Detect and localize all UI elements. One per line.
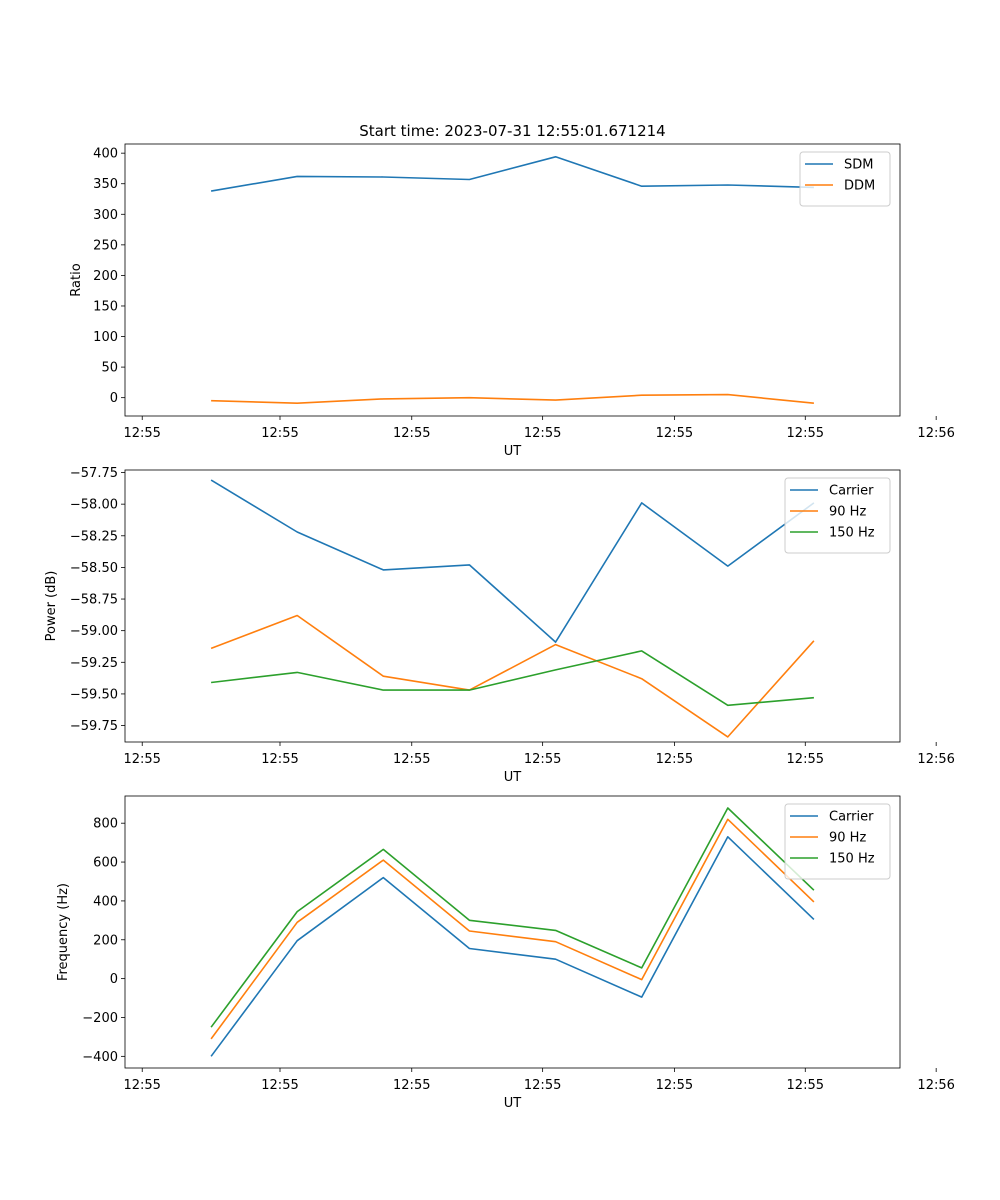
y-tick-label: 200 xyxy=(93,933,118,948)
legend-label: 150 Hz xyxy=(829,852,875,867)
x-tick-label: 12:55 xyxy=(524,752,561,767)
legend-label: 90 Hz xyxy=(829,831,866,846)
y-tick-label: 400 xyxy=(93,894,118,909)
y-tick-label: 400 xyxy=(93,147,118,162)
chart-panel-3: −400 −200 0 200 400 600 800 12:55 12:55 12:55 12:5… xyxy=(56,795,955,1111)
y-tick-label: −58.25 xyxy=(70,529,118,544)
axes-frame xyxy=(124,795,901,1069)
legend-box xyxy=(784,803,891,880)
y-tick-label: 0 xyxy=(110,391,118,406)
x-tick-label: 12:56 xyxy=(917,426,954,441)
x-tick-label: 12:55 xyxy=(261,752,298,767)
legend: SDM DDM xyxy=(799,151,891,207)
legend-box xyxy=(799,151,891,207)
legend-label: SDM xyxy=(844,158,873,173)
series-line-carrier xyxy=(210,835,815,1057)
y-tick-label: −58.00 xyxy=(70,498,118,513)
legend: Carrier 90 Hz 150 Hz xyxy=(784,803,891,880)
legend-label: Carrier xyxy=(829,810,874,825)
y-tick-label: 300 xyxy=(93,208,118,223)
y-tick-label: −57.75 xyxy=(70,466,118,481)
x-tick-label: 12:55 xyxy=(656,752,693,767)
y-tick-label: 50 xyxy=(101,361,118,376)
x-tick-label: 12:55 xyxy=(787,426,824,441)
y-tick-label: −59.00 xyxy=(70,624,118,639)
legend-label: Carrier xyxy=(829,484,874,499)
series-line-150-hz xyxy=(211,650,814,707)
x-tick-label: 12:55 xyxy=(261,1078,298,1093)
x-tick-label: 12:55 xyxy=(656,1078,693,1093)
x-tick-label: 12:55 xyxy=(393,752,430,767)
series-line-sdm xyxy=(210,156,814,192)
series-line-150-hz xyxy=(210,807,815,1028)
legend: Carrier 90 Hz 150 Hz xyxy=(784,477,891,554)
x-tick-label: 12:55 xyxy=(787,752,824,767)
x-axis-label: UT xyxy=(504,444,522,459)
axes-frame xyxy=(124,469,901,743)
x-tick-label: 12:55 xyxy=(787,1078,824,1093)
x-tick-label: 12:55 xyxy=(123,426,160,441)
x-tick-label: 12:55 xyxy=(656,426,693,441)
legend-label: DDM xyxy=(844,179,875,194)
legend-box xyxy=(784,477,891,554)
x-tick-label: 12:55 xyxy=(524,426,561,441)
x-axis-label: UT xyxy=(504,770,522,785)
series-line-carrier xyxy=(210,479,815,643)
y-tick-label: −200 xyxy=(82,1011,118,1026)
series-line-90-hz xyxy=(210,818,815,1040)
chart-title: Start time: 2023-07-31 12:55:01.671214 xyxy=(359,122,665,140)
x-tick-label: 12:56 xyxy=(917,1078,954,1093)
y-axis-label: Power (dB) xyxy=(44,571,59,642)
series-line-90-hz xyxy=(210,614,815,738)
x-axis-label: UT xyxy=(504,1096,522,1111)
chart-panel-1: Start time: 2023-07-31 12:55:01.671214 0 5… xyxy=(69,122,955,459)
x-tick-label: 12:55 xyxy=(123,1078,160,1093)
y-tick-label: −59.25 xyxy=(70,656,118,671)
y-tick-label: 100 xyxy=(93,330,118,345)
y-tick-label: 800 xyxy=(93,817,118,832)
x-tick-label: 12:55 xyxy=(393,426,430,441)
y-tick-label: −400 xyxy=(82,1050,118,1065)
chart-panel-2: −59.75 −59.50 −59.25 −59.00 −58.75 −58.50 −58.… xyxy=(44,466,955,785)
x-tick-label: 12:55 xyxy=(261,426,298,441)
y-tick-label: −58.75 xyxy=(70,593,118,608)
y-tick-label: 600 xyxy=(93,856,118,871)
x-tick-label: 12:55 xyxy=(393,1078,430,1093)
y-tick-label: 250 xyxy=(93,238,118,253)
legend-label: 150 Hz xyxy=(829,526,875,541)
legend-label: 90 Hz xyxy=(829,505,866,520)
y-tick-label: −59.75 xyxy=(70,719,118,734)
x-tick-label: 12:55 xyxy=(123,752,160,767)
x-tick-label: 12:55 xyxy=(524,1078,561,1093)
y-axis-label: Frequency (Hz) xyxy=(56,883,71,981)
y-tick-label: −58.50 xyxy=(70,561,118,576)
y-tick-label: 350 xyxy=(93,177,118,192)
axes-frame xyxy=(124,143,901,417)
y-tick-label: −59.50 xyxy=(70,687,118,702)
y-tick-label: 150 xyxy=(93,299,118,314)
x-tick-label: 12:56 xyxy=(917,752,954,767)
y-axis-label: Ratio xyxy=(69,263,84,296)
y-tick-label: 0 xyxy=(110,972,118,987)
series-line-ddm xyxy=(211,393,814,405)
y-tick-label: 200 xyxy=(93,269,118,284)
